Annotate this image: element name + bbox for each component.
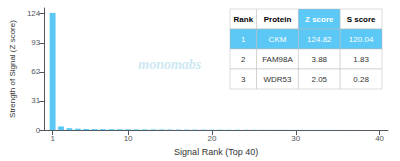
svg-text:Protein: Protein bbox=[264, 15, 292, 24]
svg-text:Signal Rank (Top 40): Signal Rank (Top 40) bbox=[174, 147, 258, 157]
svg-text:S score: S score bbox=[347, 15, 376, 24]
svg-text:30: 30 bbox=[291, 134, 300, 143]
svg-text:2.05: 2.05 bbox=[312, 75, 328, 84]
svg-text:120.04: 120.04 bbox=[349, 35, 374, 44]
svg-text:124.82: 124.82 bbox=[307, 35, 332, 44]
svg-text:3: 3 bbox=[241, 75, 246, 84]
svg-text:10: 10 bbox=[124, 134, 133, 143]
svg-text:0.28: 0.28 bbox=[353, 75, 369, 84]
svg-text:1: 1 bbox=[50, 134, 55, 143]
svg-text:WDR53: WDR53 bbox=[263, 75, 292, 84]
svg-text:Strength of Signal (Z score): Strength of Signal (Z score) bbox=[8, 20, 17, 118]
svg-text:20: 20 bbox=[207, 134, 216, 143]
svg-text:31: 31 bbox=[31, 96, 40, 105]
svg-text:FAM98A: FAM98A bbox=[262, 55, 293, 64]
svg-text:2: 2 bbox=[241, 55, 246, 64]
svg-text:93: 93 bbox=[31, 38, 40, 47]
svg-text:1: 1 bbox=[241, 35, 246, 44]
svg-text:CKM: CKM bbox=[269, 35, 287, 44]
svg-text:0: 0 bbox=[36, 126, 41, 135]
svg-text:Rank: Rank bbox=[234, 15, 254, 24]
svg-text:3.88: 3.88 bbox=[312, 55, 328, 64]
svg-text:1.83: 1.83 bbox=[353, 55, 369, 64]
svg-text:monomabs: monomabs bbox=[138, 57, 202, 72]
svg-text:40: 40 bbox=[375, 134, 384, 143]
svg-text:Z score: Z score bbox=[305, 15, 334, 24]
svg-text:124: 124 bbox=[27, 9, 41, 18]
svg-text:62: 62 bbox=[31, 67, 40, 76]
